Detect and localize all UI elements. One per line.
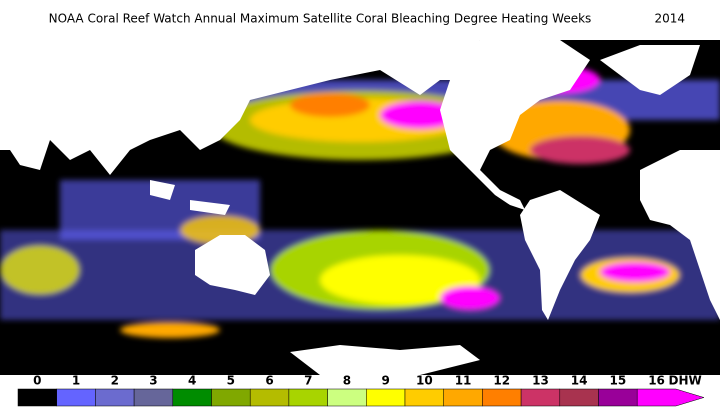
heat-patches — [0, 50, 720, 338]
colorbar-tick-label: 1 — [72, 374, 80, 388]
colorbar-tick-label: 16 — [648, 374, 665, 388]
colorbar-tick-label: 15 — [609, 374, 626, 388]
colorbar-segment — [327, 388, 367, 407]
colorbar-segment — [366, 388, 406, 407]
colorbar-segment — [17, 388, 57, 407]
colorbar-segment — [288, 388, 328, 407]
colorbar-tick-label: 0 — [33, 374, 41, 388]
colorbar-tick-label: 10 — [416, 374, 433, 388]
colorbar: 0 1 2 3 4 5 6 7 8 9 10 11 12 13 14 15 16 DHW — [17, 374, 705, 407]
land — [0, 40, 720, 375]
colorbar-segment — [443, 388, 483, 407]
colorbar-tick-label: 3 — [149, 374, 157, 388]
colorbar-segment — [172, 388, 212, 407]
colorbar-tick-label: 2 — [111, 374, 119, 388]
colorbar-segment — [598, 388, 638, 407]
colorbar-tick-label: 7 — [304, 374, 312, 388]
colorbar-tick-label: 13 — [532, 374, 549, 388]
colorbar-segment — [482, 388, 522, 407]
colorbar-segment — [404, 388, 444, 407]
colorbar-tick-label: 11 — [455, 374, 472, 388]
colorbar-tick-label: 14 — [571, 374, 588, 388]
colorbar-segment — [56, 388, 96, 407]
colorbar-unit: DHW — [669, 374, 702, 388]
colorbar-segment — [133, 388, 174, 407]
colorbar-segment — [211, 388, 251, 407]
title: NOAA Coral Reef Watch Annual Maximum Sat… — [49, 12, 592, 26]
colorbar-tick-label: 4 — [188, 374, 196, 388]
colorbar-tick-label: 9 — [381, 374, 389, 388]
colorbar-tick-label: 5 — [227, 374, 235, 388]
colorbar-tick-label: 8 — [343, 374, 351, 388]
map — [0, 40, 720, 375]
colorbar-tick-label: 6 — [265, 374, 273, 388]
colorbar-segment — [249, 388, 290, 407]
colorbar-arrow — [636, 388, 705, 407]
colorbar-segment — [559, 388, 599, 407]
year: 2014 — [654, 12, 685, 26]
colorbar-segment — [95, 388, 135, 407]
colorbar-segment — [520, 388, 561, 407]
colorbar-tick-label: 12 — [493, 374, 510, 388]
